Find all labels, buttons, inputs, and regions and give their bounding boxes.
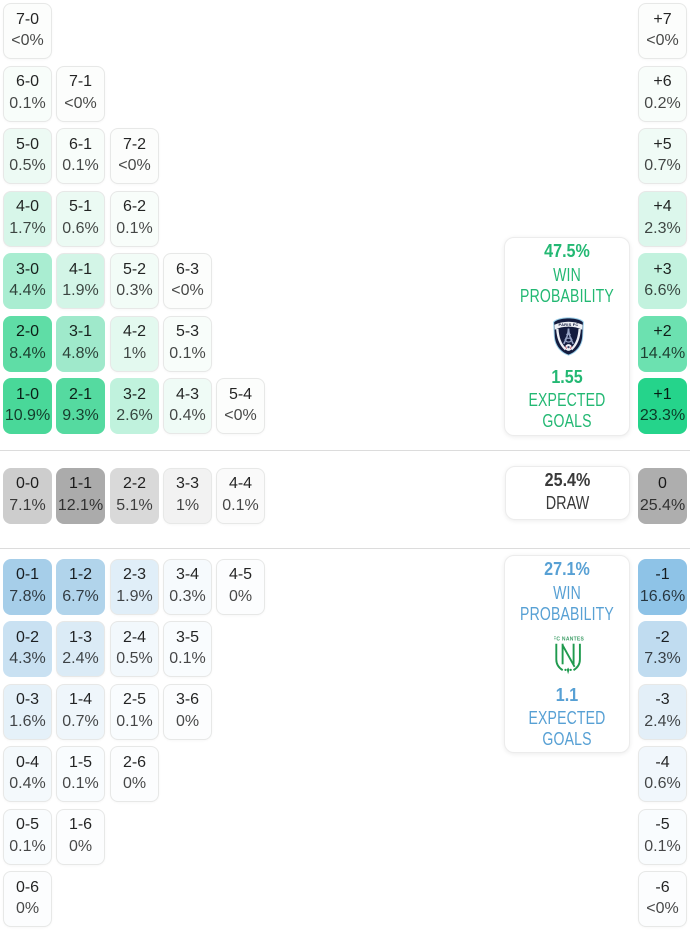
svg-text:FC NANTES: FC NANTES xyxy=(554,636,585,642)
svg-text:PARIS FC: PARIS FC xyxy=(558,322,578,327)
